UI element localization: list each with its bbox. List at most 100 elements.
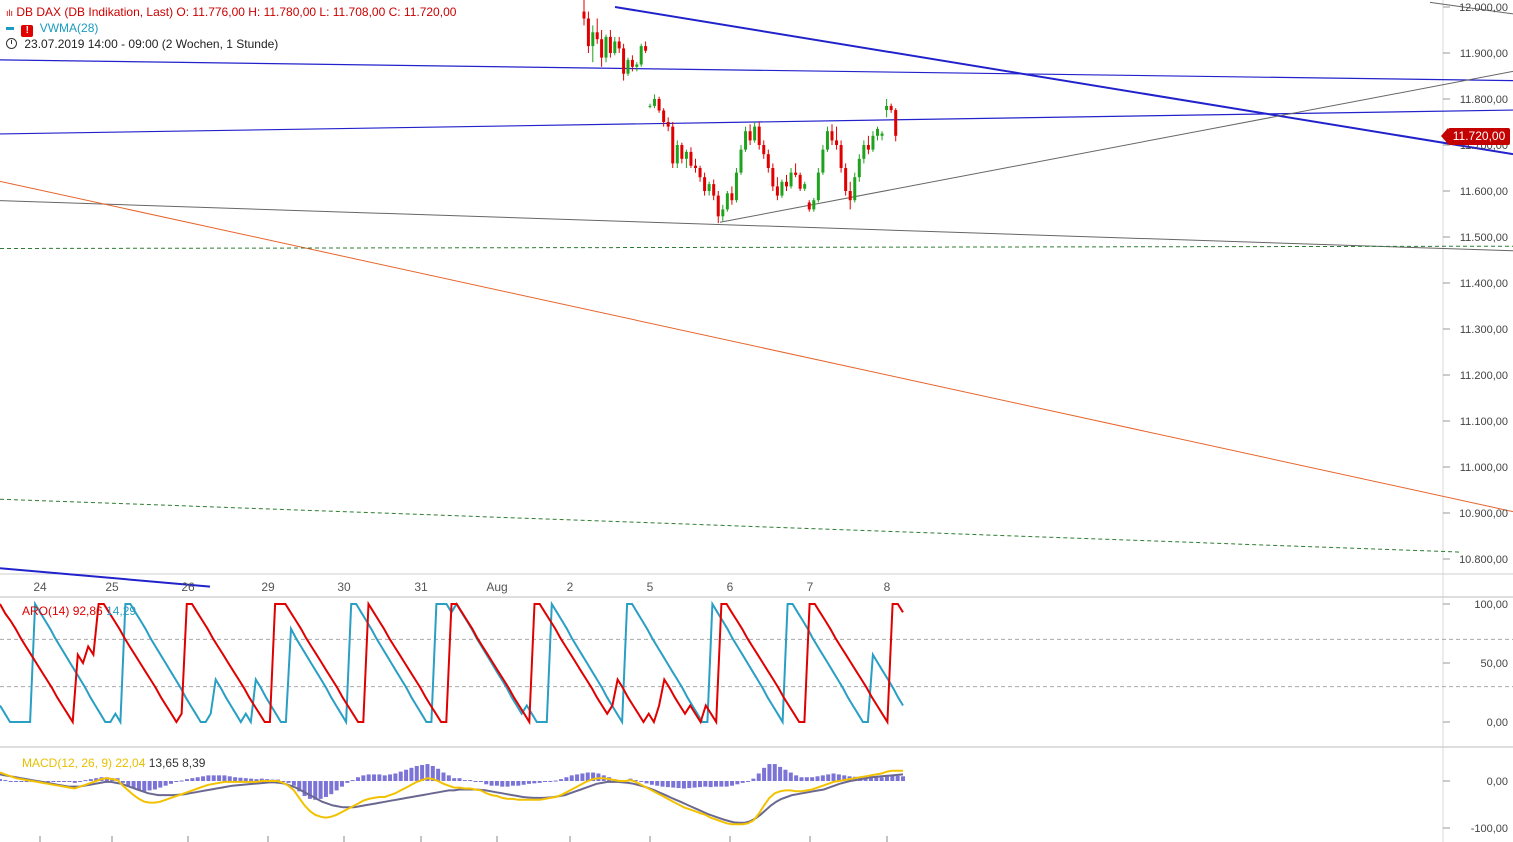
price-tick-label: 11.500,00 — [1460, 232, 1508, 244]
macd-histogram-bar — [676, 781, 681, 789]
macd-histogram-bar — [339, 781, 344, 787]
trendline-blue-upper — [0, 59, 1513, 82]
candle-body — [876, 128, 879, 136]
price-tick-label: 11.200,00 — [1460, 370, 1508, 382]
trendline-gray-rising — [719, 70, 1513, 223]
macd-histogram-bar — [473, 781, 478, 782]
candle-body — [675, 145, 679, 164]
candle-body — [600, 39, 604, 58]
trendlines[interactable] — [0, 1, 1513, 588]
macd-histogram-bar — [815, 776, 820, 781]
macd-histogram-bar — [681, 781, 686, 789]
instrument-header: ılı DB DAX (DB Indikation, Last) O: 11.7… — [6, 5, 456, 20]
macd-histogram-bar — [665, 781, 670, 788]
candle-body — [798, 174, 802, 189]
time-tick-label: 6 — [727, 580, 734, 594]
aroon-tick-label: 100,00 — [1474, 599, 1508, 611]
aroon-down-value: 14,29 — [106, 604, 137, 618]
macd-legend[interactable]: MACD(12, 26, 9) 22,04 13,65 8,39 — [22, 756, 205, 770]
aroon-legend[interactable]: ARO(14) 92,86 14,29 — [22, 604, 136, 618]
macd-histogram-bar — [233, 777, 238, 781]
candle-body — [666, 122, 670, 127]
time-tick-label: 25 — [105, 580, 119, 594]
macd-histogram-bar — [382, 775, 387, 781]
macd-histogram-bar — [409, 767, 414, 781]
instrument-line: DB DAX (DB Indikation, Last) O: 11.776,0… — [16, 5, 457, 19]
candle-body — [794, 172, 798, 175]
macd-histogram-bar — [388, 774, 393, 781]
candle-body — [844, 168, 848, 191]
candle-body — [684, 151, 688, 159]
macd-histogram-bar — [788, 772, 793, 781]
candle-body — [694, 165, 697, 168]
candle-body — [712, 184, 716, 196]
candle-body — [748, 131, 752, 141]
macd-histogram-bar — [868, 777, 873, 781]
macd-histogram-bar — [94, 778, 99, 781]
macd-histogram-bar — [553, 780, 558, 782]
candle-body — [707, 184, 711, 191]
time-tick-label: 29 — [261, 580, 275, 594]
macd-histogram-bar — [361, 775, 366, 781]
macd-histogram-bar — [804, 777, 809, 781]
macd-histogram-bar — [430, 765, 435, 781]
time-tick-label: Aug — [486, 580, 507, 594]
candle-body — [608, 36, 612, 53]
macd-histogram-bar — [366, 774, 371, 781]
macd-histogram-bar — [243, 778, 248, 781]
candle-body — [866, 145, 870, 150]
candle-body — [880, 133, 884, 136]
macd-histogram-bar — [692, 781, 697, 788]
support-line-green — [0, 245, 1513, 249]
candle-body — [630, 59, 634, 67]
candle-body — [680, 145, 684, 159]
candle-body — [639, 46, 643, 65]
signal-value: 13,65 — [148, 756, 179, 770]
macd-histogram-bar — [355, 777, 360, 781]
trendline-gray-falling — [0, 200, 1513, 252]
macd-histogram-bar — [152, 781, 157, 790]
macd-histogram-bar — [799, 777, 804, 781]
candle-body — [671, 126, 675, 164]
price-tick-label: 11.600,00 — [1460, 186, 1508, 198]
macd-histogram-bar — [836, 774, 841, 781]
warning-icon[interactable]: ! — [21, 25, 34, 37]
macd-histogram-bar — [238, 777, 243, 781]
macd-histogram-bar — [254, 779, 259, 781]
macd-histogram-bar — [398, 771, 403, 781]
macd-histogram-bar — [719, 781, 724, 787]
macd-histogram-bar — [350, 780, 355, 782]
candle-body — [894, 110, 898, 136]
macd-histogram-bar — [826, 774, 831, 781]
price-tick-label: 11.000,00 — [1460, 462, 1508, 474]
macd-tick-label: 0,00 — [1487, 776, 1508, 788]
candle-body — [807, 202, 811, 210]
trendline-blue-mid — [0, 109, 1513, 135]
price-tick-label: 10.900,00 — [1459, 508, 1508, 520]
aroon-label: ARO(14) — [22, 604, 70, 618]
time-axis: 24 25 26 29 30 31 Aug 2 5 6 7 8 — [33, 580, 891, 842]
macd-histogram-bar — [559, 779, 564, 781]
aroon-tick-label: 0,00 — [1487, 717, 1508, 729]
macd-histogram-bar — [543, 781, 548, 782]
macd-histogram-bar — [19, 781, 24, 782]
macd-histogram-bar — [740, 781, 745, 783]
macd-histogram-bar — [147, 781, 152, 791]
price-axis: 12.000,0011.900,0011.800,0011.700,0011.6… — [1443, 2, 1508, 566]
indicator-label[interactable]: VWMA(28) — [39, 21, 99, 35]
time-tick-label: 30 — [337, 580, 351, 594]
macd-histogram-bar — [195, 777, 200, 781]
macd-histogram-bar — [879, 777, 884, 781]
candle-body — [789, 172, 793, 187]
time-tick-label: 24 — [33, 580, 47, 594]
candle-body — [862, 145, 866, 159]
candle-body — [586, 18, 590, 47]
macd-histogram-bar — [436, 768, 441, 781]
macd-histogram-bar — [697, 781, 702, 788]
macd-histogram-bar — [772, 764, 777, 781]
macd-histogram-bar — [174, 781, 179, 782]
candle-body — [653, 99, 657, 106]
time-tick-label: 8 — [884, 580, 891, 594]
macd-histogram-bar — [505, 781, 510, 787]
